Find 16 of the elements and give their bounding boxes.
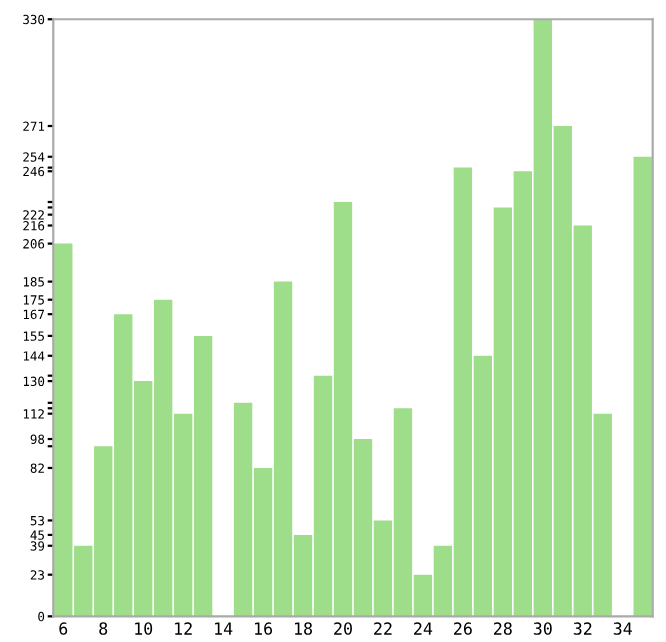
x-tick-label: 30 (533, 622, 552, 635)
x-tick-label: 32 (573, 622, 592, 635)
x-tick-label: 10 (135, 622, 153, 635)
x-tick-label: 26 (454, 622, 472, 635)
x-tick-label: 6 (59, 622, 68, 635)
x-tick-label: 20 (334, 622, 352, 635)
x-tick-label: 12 (175, 622, 192, 635)
x-tick-label: 28 (494, 622, 512, 635)
x-tick-label: 34 (613, 622, 632, 635)
x-tick-label: 8 (99, 622, 108, 635)
x-tick-label: 18 (295, 622, 312, 635)
x-tick-label: 16 (255, 622, 273, 635)
x-tick-label: 24 (414, 622, 433, 635)
bar (633, 156, 652, 617)
x-tick-label: 14 (215, 622, 233, 635)
x-tick-label: 22 (374, 622, 392, 635)
